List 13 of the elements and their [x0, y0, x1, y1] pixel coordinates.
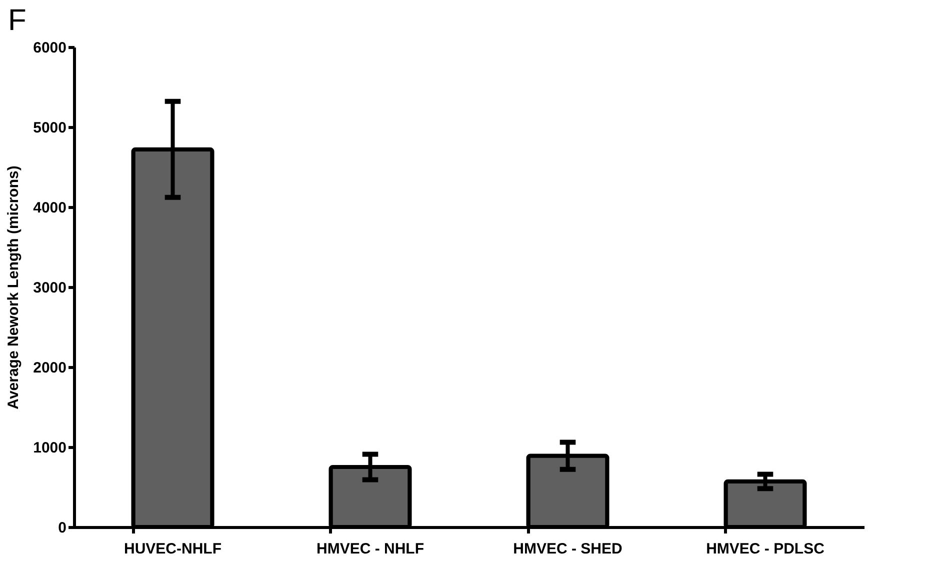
- x-tick-label: HMVEC - PDLSC: [706, 540, 825, 558]
- y-tick-label: 6000: [33, 40, 66, 56]
- x-tick-label: HUVEC-NHLF: [124, 540, 222, 558]
- x-tick-label: HMVEC - NHLF: [316, 540, 424, 558]
- x-tick-label: HMVEC - SHED: [513, 540, 622, 558]
- y-axis-title: Average Nework Length (microns): [5, 166, 22, 410]
- text: F: [8, 4, 26, 37]
- y-tick-label: 2000: [33, 360, 66, 376]
- y-tick-label: 3000: [33, 280, 66, 296]
- y-tick-label: 0: [58, 520, 66, 536]
- y-tick-label: 5000: [33, 120, 66, 136]
- y-tick-label: 4000: [33, 200, 66, 216]
- y-tick-label: 1000: [33, 440, 66, 456]
